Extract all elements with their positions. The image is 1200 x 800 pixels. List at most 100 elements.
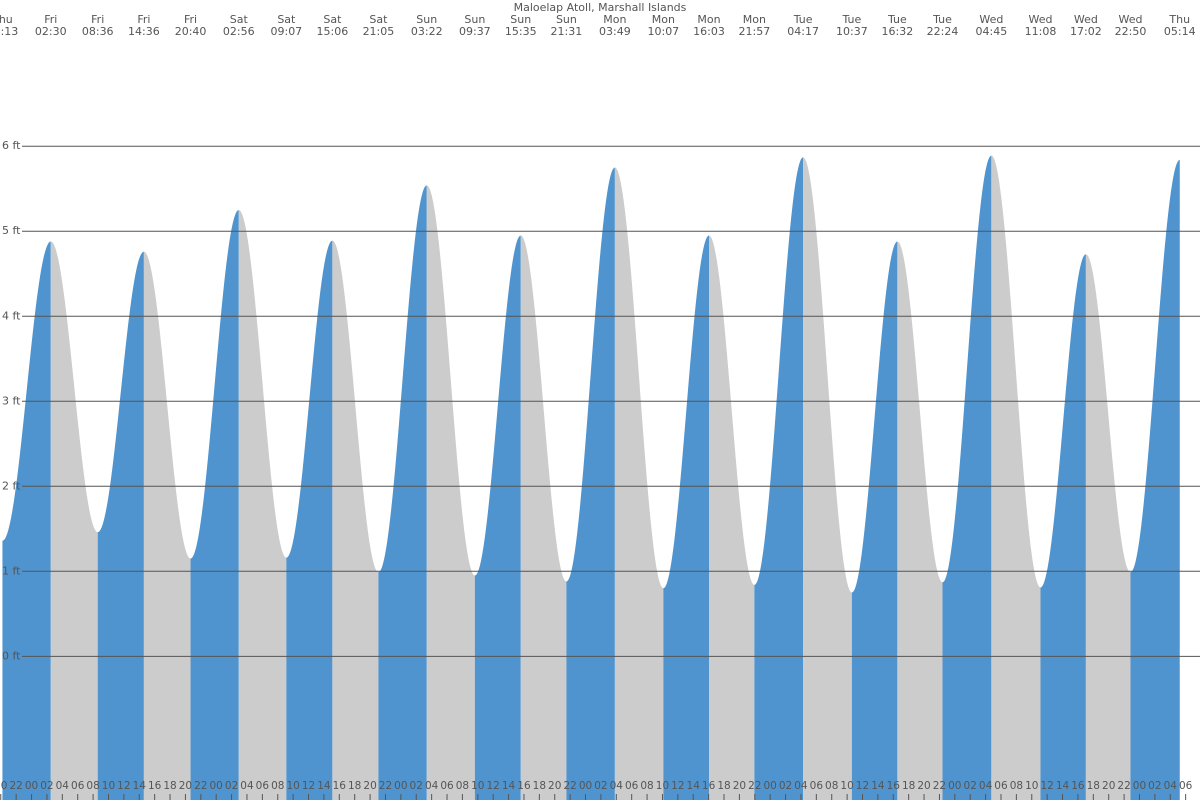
extreme-time: 08:36 [82, 25, 114, 38]
rising-tide [942, 155, 992, 800]
falling-tide [143, 251, 191, 800]
hour-tick-label: 16 [517, 780, 531, 792]
rising-tide [286, 240, 333, 800]
hour-tick-label: 20 [0, 780, 7, 792]
extreme-day: Sun [510, 13, 531, 26]
rising-tide [754, 157, 804, 800]
rising-tide [1130, 159, 1180, 800]
extreme-day: Fri [91, 13, 104, 26]
extreme-time: 22:50 [1115, 25, 1147, 38]
extreme-time: 04:17 [787, 25, 819, 38]
extreme-time: 20:40 [175, 25, 207, 38]
extreme-time: 05:14 [1164, 25, 1196, 38]
hour-tick-label: 14 [317, 780, 331, 792]
extreme-day: Sat [230, 13, 249, 26]
hour-tick-label: 08 [825, 780, 838, 792]
rising-tide [566, 167, 615, 800]
extreme-time: 21:05 [363, 25, 395, 38]
hour-tick-label: 04 [240, 780, 254, 792]
extreme-day: Fri [44, 13, 57, 26]
hour-tick-label: 14 [687, 780, 701, 792]
rising-tide [474, 235, 521, 800]
hour-tick-label: 20 [1102, 780, 1115, 792]
y-tick-label: 6 ft [2, 139, 21, 152]
hour-tick-label: 06 [71, 780, 85, 792]
y-tick-label: 0 ft [2, 649, 21, 662]
extreme-time: 22:24 [927, 25, 959, 38]
falling-tide [709, 235, 755, 800]
hour-tick-label: 02 [594, 780, 607, 792]
hour-tick-label: 22 [9, 780, 22, 792]
extreme-time: 02:30 [35, 25, 67, 38]
labels: 0 ft1 ft2 ft3 ft4 ft5 ft6 ftThu20:13Fri0… [0, 13, 1196, 800]
hour-tick-label: 02 [40, 780, 53, 792]
extreme-time: 21:31 [551, 25, 583, 38]
hour-tick-label: 00 [763, 780, 776, 792]
extreme-day: Mon [652, 13, 675, 26]
extreme-day: Tue [887, 13, 907, 26]
extreme-time: 16:32 [882, 25, 914, 38]
hour-tick-label: 08 [640, 780, 653, 792]
extreme-day: Wed [1119, 13, 1143, 26]
falling-tide [238, 209, 287, 800]
hour-tick-label: 20 [548, 780, 561, 792]
falling-tide [1085, 254, 1131, 800]
hour-tick-label: 20 [179, 780, 192, 792]
extreme-time: 03:49 [599, 25, 631, 38]
falling-tide [50, 241, 98, 800]
hour-tick-label: 14 [871, 780, 885, 792]
extreme-day: Wed [1028, 13, 1052, 26]
extreme-day: Tue [841, 13, 861, 26]
extreme-time: 15:06 [317, 25, 349, 38]
extreme-day: Wed [1074, 13, 1098, 26]
hour-tick-label: 10 [471, 780, 484, 792]
hour-tick-label: 08 [86, 780, 99, 792]
falling-tide [614, 167, 664, 800]
extreme-time: 09:07 [270, 25, 302, 38]
hour-tick-label: 00 [394, 780, 407, 792]
extreme-time: 02:56 [223, 25, 255, 38]
extreme-day: Mon [743, 13, 766, 26]
extreme-day: Tue [932, 13, 952, 26]
hour-tick-label: 16 [887, 780, 901, 792]
hour-tick-label: 12 [486, 780, 499, 792]
extreme-day: Tue [793, 13, 813, 26]
hour-tick-label: 02 [1148, 780, 1161, 792]
rising-tide [1040, 254, 1086, 800]
extreme-time: 14:36 [128, 25, 160, 38]
hour-tick-label: 10 [840, 780, 853, 792]
hour-tick-label: 00 [210, 780, 223, 792]
extreme-time: 04:45 [976, 25, 1008, 38]
extreme-day: Sun [464, 13, 485, 26]
y-tick-label: 5 ft [2, 224, 21, 237]
hour-tick-label: 02 [964, 780, 977, 792]
extreme-day: Sun [556, 13, 577, 26]
hour-tick-label: 12 [302, 780, 315, 792]
extreme-time: 09:37 [459, 25, 491, 38]
extreme-time: 16:03 [693, 25, 725, 38]
extreme-time: 15:35 [505, 25, 537, 38]
extreme-day: Mon [697, 13, 720, 26]
hour-tick-label: 18 [348, 780, 361, 792]
extreme-time: 10:07 [647, 25, 679, 38]
hour-tick-label: 00 [948, 780, 961, 792]
rising-tide [97, 251, 144, 800]
hour-tick-label: 14 [133, 780, 147, 792]
extreme-time: 10:37 [836, 25, 868, 38]
hour-tick-label: 14 [1056, 780, 1070, 792]
hour-tick-label: 22 [563, 780, 576, 792]
hour-tick-label: 06 [256, 780, 270, 792]
y-tick-label: 3 ft [2, 394, 21, 407]
hour-tick-label: 16 [702, 780, 716, 792]
hour-tick-label: 12 [117, 780, 130, 792]
hour-tick-label: 18 [717, 780, 730, 792]
chart-title: Maloelap Atoll, Marshall Islands [514, 1, 687, 14]
falling-tide [520, 235, 567, 800]
hour-tick-label: 04 [1164, 780, 1178, 792]
hour-tick-label: 12 [856, 780, 869, 792]
hour-tick-label: 08 [1010, 780, 1023, 792]
tide-areas [2, 155, 1180, 800]
hour-tick-label: 02 [225, 780, 238, 792]
hour-tick-label: 22 [933, 780, 946, 792]
rising-tide [378, 185, 427, 800]
